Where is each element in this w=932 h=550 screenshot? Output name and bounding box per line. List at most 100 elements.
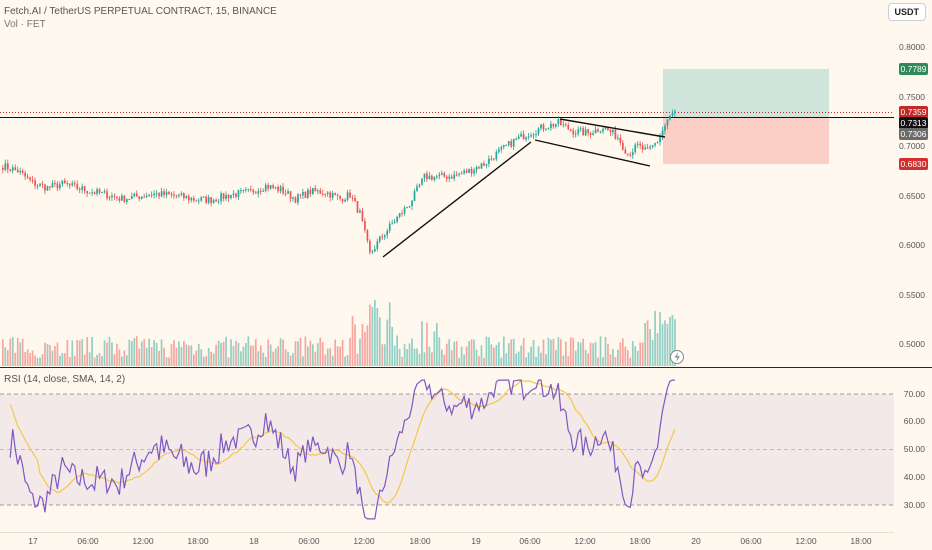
candle bbox=[98, 188, 101, 195]
volume-bar bbox=[178, 341, 180, 366]
candle bbox=[133, 192, 136, 198]
candle bbox=[9, 168, 12, 173]
candle bbox=[617, 134, 619, 141]
lightning-icon[interactable] bbox=[670, 350, 684, 364]
volume-legend[interactable]: Vol · FET bbox=[4, 19, 46, 30]
price-scale[interactable] bbox=[894, 0, 932, 550]
candle-body bbox=[309, 189, 312, 195]
volume-bar bbox=[277, 346, 279, 366]
volume-bar bbox=[488, 337, 490, 366]
candle bbox=[148, 193, 151, 197]
time-axis[interactable]: 17 06:00 12:00 18:00 18 06:00 12:00 18:0… bbox=[28, 536, 872, 546]
volume-bar bbox=[674, 319, 676, 366]
candle bbox=[19, 167, 22, 175]
candle bbox=[530, 132, 532, 138]
candle bbox=[671, 109, 674, 117]
volume-bar bbox=[51, 350, 54, 366]
symbol-title[interactable]: Fetch.AI / TetherUS PERPETUAL CONTRACT, … bbox=[4, 6, 277, 17]
candle bbox=[500, 145, 503, 153]
position-profit-zone[interactable] bbox=[663, 69, 829, 117]
candle-body bbox=[143, 196, 146, 198]
price-tick: 0.6500 bbox=[899, 191, 925, 201]
volume-bar bbox=[646, 320, 649, 366]
uptrend-line[interactable] bbox=[382, 141, 532, 258]
volume-bar bbox=[366, 325, 369, 366]
candle bbox=[408, 205, 411, 209]
candle bbox=[453, 170, 456, 182]
candle-body bbox=[56, 183, 59, 189]
candle-body bbox=[302, 191, 304, 196]
candlesticks[interactable] bbox=[2, 109, 676, 255]
candle-body bbox=[440, 173, 443, 175]
candle-body bbox=[235, 193, 237, 197]
volume-bar bbox=[656, 333, 659, 366]
candle bbox=[101, 191, 103, 193]
candle-body bbox=[225, 194, 227, 199]
volume-bar bbox=[88, 352, 91, 366]
volume-bar bbox=[294, 341, 297, 366]
volume-bar bbox=[145, 347, 148, 366]
candle bbox=[436, 174, 438, 180]
volume-bar bbox=[530, 346, 532, 366]
candle-body bbox=[416, 186, 418, 191]
candle-body bbox=[344, 199, 346, 202]
main-pane[interactable] bbox=[0, 0, 894, 367]
volume-bar bbox=[378, 317, 381, 366]
candle bbox=[307, 187, 309, 200]
volume-bar bbox=[361, 323, 364, 366]
volume-bar bbox=[190, 345, 193, 366]
volume-bar bbox=[14, 352, 17, 366]
candle-body bbox=[428, 175, 431, 180]
volume-bar bbox=[207, 347, 210, 366]
candle-body bbox=[202, 196, 205, 198]
candle-body bbox=[391, 223, 394, 225]
volume-bar bbox=[220, 342, 222, 366]
candle bbox=[93, 191, 96, 195]
candle-body bbox=[155, 193, 158, 195]
candle-body bbox=[250, 188, 252, 190]
candle bbox=[108, 195, 111, 201]
candle-body bbox=[622, 142, 624, 150]
candle-body bbox=[594, 129, 597, 134]
volume-bar bbox=[86, 336, 89, 366]
candle-body bbox=[495, 151, 498, 160]
candle-body bbox=[247, 188, 250, 190]
candle-body bbox=[274, 186, 277, 188]
volume-bar bbox=[669, 317, 671, 366]
volume-bar bbox=[545, 354, 547, 366]
candle bbox=[507, 140, 510, 147]
candle bbox=[460, 171, 463, 175]
volume-bar bbox=[334, 339, 337, 366]
candle-body bbox=[183, 193, 185, 199]
time-label: 12:00 bbox=[795, 536, 817, 546]
candle-body bbox=[210, 197, 213, 204]
candle-body bbox=[26, 176, 29, 178]
candle bbox=[396, 215, 399, 224]
candle bbox=[475, 165, 478, 174]
volume-bar bbox=[413, 348, 416, 366]
flag-lower-line[interactable] bbox=[534, 139, 651, 167]
candle-body bbox=[91, 192, 93, 194]
volume-bar bbox=[41, 354, 44, 366]
volume-bar bbox=[587, 353, 589, 366]
volume-bar bbox=[582, 338, 585, 366]
volume-bar bbox=[135, 336, 138, 366]
candle bbox=[664, 123, 666, 135]
candle bbox=[143, 193, 146, 198]
candle bbox=[103, 188, 106, 194]
candle bbox=[468, 168, 470, 173]
candle bbox=[564, 122, 567, 127]
currency-button[interactable]: USDT bbox=[887, 3, 926, 21]
volume-bar bbox=[106, 342, 108, 366]
volume-bar bbox=[485, 336, 488, 366]
candle-body bbox=[354, 197, 356, 202]
volume-bar bbox=[416, 348, 418, 366]
volume-bar bbox=[126, 355, 128, 366]
flag-upper-line[interactable] bbox=[559, 118, 666, 138]
position-loss-zone[interactable] bbox=[663, 117, 829, 164]
candle-body bbox=[582, 128, 585, 136]
candle bbox=[674, 109, 676, 117]
rsi-legend[interactable]: RSI (14, close, SMA, 14, 2) bbox=[4, 374, 126, 385]
